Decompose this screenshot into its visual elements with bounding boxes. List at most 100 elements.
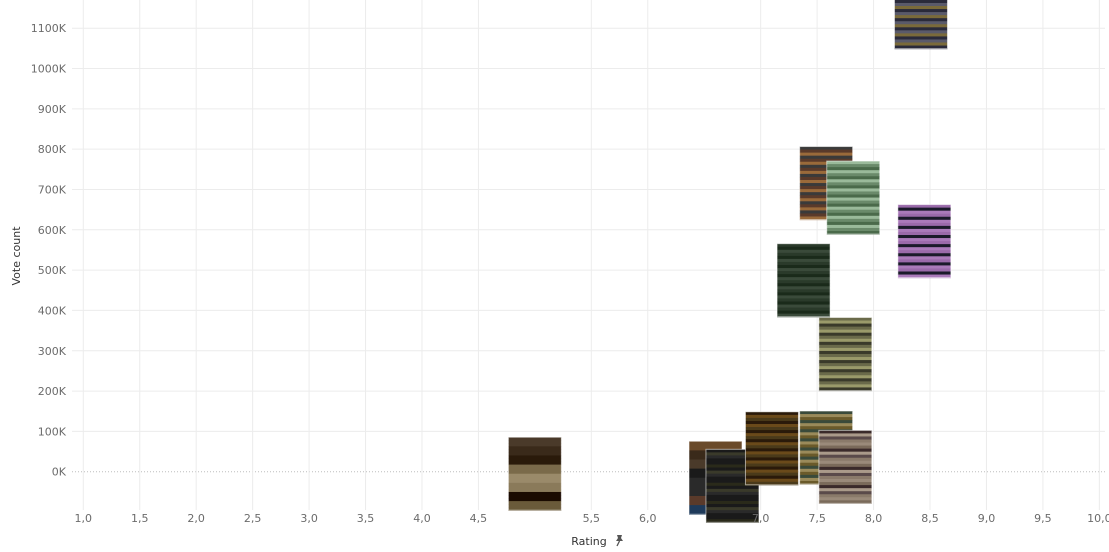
poster-frame <box>897 204 952 279</box>
poster-stripe <box>508 440 562 444</box>
y-axis-title: Vote count <box>10 226 23 286</box>
data-points <box>507 0 952 523</box>
poster-stripe <box>799 414 853 418</box>
poster-stripe <box>777 295 831 300</box>
poster-stripe <box>818 457 872 462</box>
x-tick-label: 3,5 <box>357 512 375 525</box>
poster-stripe <box>508 443 562 447</box>
poster-stripe <box>826 188 880 193</box>
movie-poster-point[interactable] <box>705 448 760 523</box>
y-tick-label: 800K <box>38 143 67 156</box>
poster-stripe <box>897 241 951 245</box>
poster-stripe <box>705 491 759 496</box>
movie-poster-point[interactable] <box>897 204 952 279</box>
poster-stripe <box>818 439 872 444</box>
poster-stripe <box>826 197 880 202</box>
poster-stripe <box>508 467 562 472</box>
poster-stripe <box>799 420 853 424</box>
poster-stripe <box>897 256 951 260</box>
poster-stripe <box>799 423 853 427</box>
poster-stripe <box>826 218 880 223</box>
poster-stripe <box>897 262 951 267</box>
poster-stripe <box>508 495 562 499</box>
poster-stripe <box>745 423 799 428</box>
poster-stripe <box>897 219 951 224</box>
poster-stripe <box>745 414 799 419</box>
poster-stripe <box>799 149 853 154</box>
poster-stripe <box>897 271 951 276</box>
poster-stripe <box>508 504 562 508</box>
poster-stripe <box>745 427 799 431</box>
poster-stripe <box>897 253 951 257</box>
poster-stripe <box>818 475 872 480</box>
movie-poster-point[interactable] <box>826 160 881 235</box>
poster-stripe <box>894 45 948 50</box>
movie-poster-point[interactable] <box>776 243 831 318</box>
poster-stripe <box>777 286 831 290</box>
movie-poster-point[interactable] <box>893 0 948 50</box>
poster-stripe <box>799 411 853 415</box>
poster-stripe <box>705 488 759 493</box>
poster-stripe <box>745 463 799 468</box>
poster-stripe <box>818 329 872 334</box>
poster-stripe <box>826 173 880 177</box>
poster-stripe <box>897 250 951 254</box>
movie-poster-point[interactable] <box>744 411 799 486</box>
poster-stripe <box>818 375 872 379</box>
poster-stripe <box>826 215 880 220</box>
movie-poster-point[interactable] <box>507 436 562 511</box>
poster-stripe <box>777 310 831 315</box>
poster-stripe <box>897 244 951 248</box>
poster-stripe <box>826 221 880 226</box>
poster-stripe <box>799 155 853 160</box>
movie-poster-point[interactable] <box>818 429 873 504</box>
poster-stripe <box>745 457 799 462</box>
poster-stripe <box>818 360 872 364</box>
poster-stripe <box>818 323 872 328</box>
poster-stripe <box>705 455 759 460</box>
y-tick-label: 1000K <box>31 63 67 76</box>
poster-stripe <box>818 488 872 492</box>
poster-stripe <box>745 436 799 440</box>
x-tick-label: 7,0 <box>752 512 770 525</box>
poster-stripe <box>705 485 759 490</box>
poster-stripe <box>894 42 948 47</box>
poster-stripe <box>508 491 562 496</box>
poster-stripe <box>799 176 853 181</box>
poster-stripe <box>897 247 951 251</box>
x-tick-label: 7,5 <box>808 512 826 525</box>
poster-stripe <box>897 231 951 236</box>
poster-stripe <box>508 473 562 478</box>
poster-stripe <box>799 417 853 421</box>
movie-poster-point[interactable] <box>818 316 873 392</box>
poster-frame <box>818 429 873 504</box>
poster-stripe <box>777 313 831 318</box>
poster-stripe <box>705 479 759 484</box>
poster-stripe <box>705 470 759 475</box>
y-tick-label: 300K <box>38 345 67 358</box>
poster-stripe <box>818 430 872 435</box>
y-tick-label: 0K <box>52 466 67 479</box>
poster-stripe <box>818 350 872 355</box>
poster-stripe <box>818 326 872 331</box>
y-tick-label: 600K <box>38 224 67 237</box>
poster-stripe <box>818 338 872 343</box>
movie-poster-point[interactable] <box>799 146 854 221</box>
poster-stripe <box>705 452 759 456</box>
poster-stripe <box>894 12 948 16</box>
poster-stripe <box>777 268 831 272</box>
poster-frame <box>893 0 948 50</box>
poster-stripe <box>745 469 799 474</box>
poster-stripe <box>705 513 759 517</box>
x-tick-label: 1,0 <box>75 512 93 525</box>
poster-stripe <box>897 225 951 230</box>
poster-stripe <box>818 384 872 389</box>
poster-stripe <box>894 2 948 7</box>
poster-stripe <box>799 192 853 196</box>
pin-icon[interactable] <box>616 535 623 547</box>
x-tick-label: 9,0 <box>978 512 996 525</box>
poster-stripe <box>897 228 951 233</box>
x-tick-label: 4,0 <box>413 512 431 525</box>
poster-stripe <box>777 271 831 275</box>
poster-stripe <box>799 167 853 172</box>
